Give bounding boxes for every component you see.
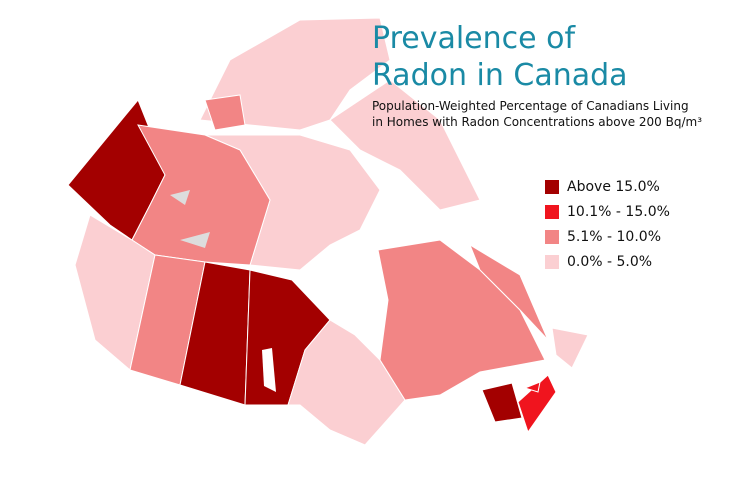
legend-label: Above 15.0% <box>567 179 660 195</box>
quebec <box>377 239 546 401</box>
legend-swatch <box>545 255 559 269</box>
legend-label: 0.0% - 5.0% <box>567 254 652 270</box>
subtitle-line: in Homes with Radon Concentrations above… <box>372 115 702 129</box>
legend-swatch <box>545 180 559 194</box>
legend-label: 10.1% - 15.0% <box>567 204 670 220</box>
legend-label: 5.1% - 10.0% <box>567 229 661 245</box>
legend-swatch <box>545 230 559 244</box>
arctic-islands <box>199 17 391 131</box>
baffin-island <box>329 79 481 211</box>
new-brunswick <box>481 382 523 423</box>
lake <box>180 232 210 248</box>
pei <box>523 381 541 393</box>
newfoundland <box>551 327 589 369</box>
lake <box>170 190 190 205</box>
labrador <box>468 243 549 341</box>
title-line: Prevalence of <box>372 21 576 56</box>
legend: Above 15.0% 10.1% - 15.0% 5.1% - 10.0% 0.0%… <box>545 179 670 270</box>
legend-swatch <box>545 205 559 219</box>
lake <box>262 348 276 392</box>
title-line: Radon in Canada <box>372 58 628 93</box>
provinces <box>67 17 589 446</box>
ontario <box>287 319 406 446</box>
subtitle-line: Population-Weighted Percentage of Canadi… <box>372 99 689 113</box>
nwt-island <box>204 94 246 131</box>
